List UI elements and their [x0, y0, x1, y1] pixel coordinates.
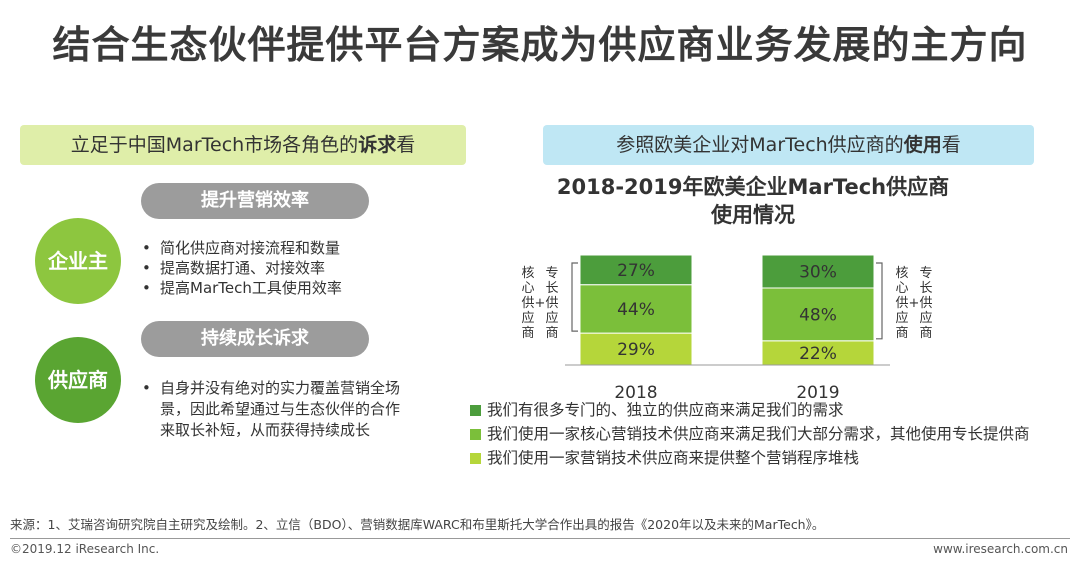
bar-segment — [579, 254, 693, 286]
left-annotation-char: 核 — [521, 266, 534, 281]
left-annotation-char: 商 — [521, 326, 534, 341]
left-annotation-char: 应 — [521, 310, 534, 326]
legend-swatch — [470, 428, 481, 440]
left-banner-bold: 诉求 — [358, 134, 397, 156]
left-banner-suffix: 看 — [396, 134, 416, 156]
page-title: 结合生态伙伴提供平台方案成为供应商业务发展的主方向 — [52, 23, 1028, 67]
left-annotation-char: 长 — [545, 281, 558, 296]
bar-value-label: 44% — [617, 300, 655, 320]
website-link[interactable]: www.iresearch.com.cn — [933, 542, 1068, 556]
chart-title-line2: 使用情况 — [711, 203, 795, 227]
supplier-circle: 供应商 — [35, 337, 121, 423]
right-annotation-char: 商 — [895, 326, 908, 341]
legend-item: 我们使用一家营销技术供应商来提供整个营销程序堆栈 — [470, 446, 1030, 470]
right-annotation-char: 应 — [919, 310, 932, 326]
bar-segment — [579, 284, 693, 334]
legend-label: 我们使用一家核心营销技术供应商来满足我们大部分需求，其他使用专长提供商 — [487, 425, 1030, 443]
right-annotation-joiner: + — [909, 296, 920, 311]
left-annotation-joiner: + — [535, 296, 546, 311]
left-annotation-char: 供 — [545, 296, 558, 311]
bar-value-label: 22% — [799, 344, 837, 364]
bar-segment — [579, 332, 693, 366]
enterprise-circle: 企业主 — [35, 218, 121, 304]
right-banner-suffix: 看 — [941, 134, 961, 156]
left-annotation-char: 心 — [521, 281, 534, 296]
right-banner: 参照欧美企业对MarTech供应商的使用看 — [543, 125, 1034, 165]
x-tick-label: 2018 — [614, 383, 657, 400]
legend-label: 我们有很多专门的、独立的供应商来满足我们的需求 — [487, 401, 844, 419]
bar-value-label: 27% — [617, 261, 655, 281]
bar-segment — [761, 254, 875, 289]
chart-legend: 我们有很多专门的、独立的供应商来满足我们的需求 我们使用一家核心营销技术供应商来… — [470, 398, 1030, 470]
right-annotation-char: 专 — [919, 266, 932, 281]
left-annotation-char: 商 — [545, 326, 558, 341]
right-bracket — [876, 262, 883, 340]
right-annotation-char: 供 — [919, 296, 932, 311]
right-annotation-char: 心 — [895, 281, 908, 296]
enterprise-bullets: 简化供应商对接流程和数量 提高数据打通、对接效率 提高MarTech工具使用效率 — [138, 238, 342, 298]
footer-divider — [10, 538, 1070, 539]
supplier-paragraph: 自身并没有绝对的实力覆盖营销全场景，因此希望通过与生态伙伴的合作来取长补短，从而… — [138, 378, 400, 441]
right-annotation-char: 商 — [919, 326, 932, 341]
left-annotation-char: 应 — [545, 310, 558, 326]
right-annotation-char: 长 — [919, 281, 932, 296]
stacked-bar-chart: 29%44%27%201822%48%30%2019核心供应商专长供应商+核心供… — [521, 254, 933, 400]
left-banner: 立足于中国MarTech市场各角色的诉求看 — [20, 125, 466, 165]
enterprise-bullet: 提高数据打通、对接效率 — [138, 258, 342, 278]
right-banner-bold: 使用 — [903, 134, 942, 156]
chart-title: 2018-2019年欧美企业MarTech供应商 使用情况 — [528, 173, 978, 229]
legend-swatch — [470, 452, 481, 464]
bar-value-label: 30% — [799, 263, 837, 283]
x-tick-label: 2019 — [796, 383, 839, 400]
right-annotation-char: 核 — [895, 266, 908, 281]
legend-item: 我们使用一家核心营销技术供应商来满足我们大部分需求，其他使用专长提供商 — [470, 422, 1030, 446]
legend-label: 我们使用一家营销技术供应商来提供整个营销程序堆栈 — [487, 449, 860, 467]
legend-swatch — [470, 404, 481, 416]
enterprise-bullet: 简化供应商对接流程和数量 — [138, 238, 342, 258]
source-note: 来源：1、艾瑞咨询研究院自主研究及绘制。2、立信（BDO）、营销数据库WARC和… — [10, 517, 825, 532]
right-annotation-char: 供 — [895, 296, 908, 311]
chart-title-line1: 2018-2019年欧美企业MarTech供应商 — [556, 175, 950, 199]
bar-value-label: 29% — [617, 340, 655, 360]
left-banner-prefix: 立足于中国MarTech市场各角色的 — [70, 134, 359, 156]
right-banner-prefix: 参照欧美企业对MarTech供应商的 — [616, 134, 904, 156]
efficiency-pill: 提升营销效率 — [141, 183, 369, 219]
bar-value-label: 48% — [799, 305, 837, 325]
left-annotation-char: 专 — [545, 266, 558, 281]
right-annotation-char: 应 — [895, 310, 908, 326]
copyright: ©2019.12 iResearch Inc. — [10, 542, 160, 556]
bar-segment — [761, 340, 875, 366]
growth-pill: 持续成长诉求 — [141, 321, 369, 357]
legend-item: 我们有很多专门的、独立的供应商来满足我们的需求 — [470, 398, 1030, 422]
left-bracket — [571, 262, 578, 332]
left-annotation-char: 供 — [521, 296, 534, 311]
enterprise-bullet: 提高MarTech工具使用效率 — [138, 278, 342, 298]
